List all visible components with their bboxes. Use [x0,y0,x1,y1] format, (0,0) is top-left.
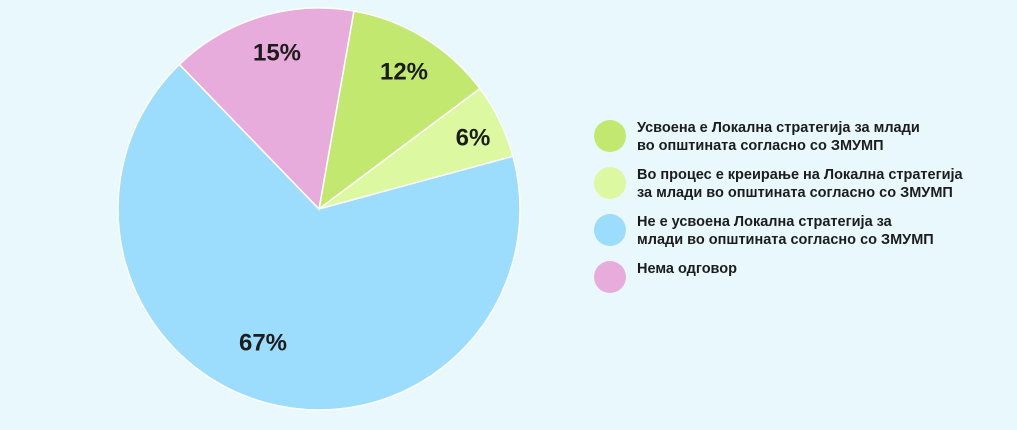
data-label-no-answer: 15% [253,40,301,67]
legend-item-adopted: Усвоена е Локална стратегија за млади во… [594,118,1004,160]
legend-label-in-process: Во процес е креирање на Локална стратеги… [637,167,963,201]
data-label-not-adopted: 67% [239,330,287,357]
pie-slice-adopted [317,10,482,211]
legend-label-no-answer: Нема одговор [637,261,737,277]
pie-slice-no-answer [178,7,355,211]
legend-swatch-adopted [594,120,626,152]
legend-swatch-no-answer [594,261,626,293]
data-label-in-process: 6% [456,125,491,152]
legend: Усвоена е Локална стратегија за млади во… [594,118,1004,306]
legend-swatch-in-process [594,167,626,199]
data-label-adopted: 12% [380,59,428,86]
legend-item-no-answer: Нема одговор [594,259,1004,301]
legend-label-adopted: Усвоена е Локална стратегија за млади во… [637,120,920,154]
legend-item-not-adopted: Не е усвоена Локална стратегија за млади… [594,212,1004,254]
pie-slice-not-adopted [117,63,521,411]
legend-item-in-process: Во процес е креирање на Локална стратеги… [594,165,1004,207]
legend-swatch-not-adopted [594,214,626,246]
legend-label-not-adopted: Не е усвоена Локална стратегија за млади… [637,214,934,248]
